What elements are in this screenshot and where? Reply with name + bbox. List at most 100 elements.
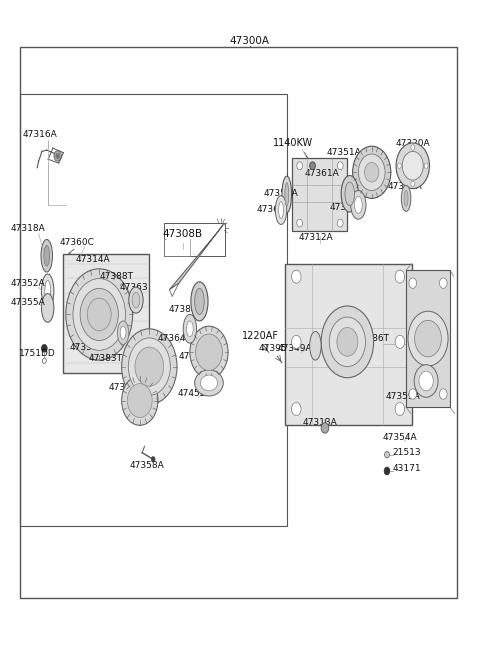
Circle shape bbox=[297, 219, 302, 227]
Text: 47313A: 47313A bbox=[303, 419, 337, 427]
Circle shape bbox=[440, 278, 447, 288]
Circle shape bbox=[128, 338, 170, 396]
Bar bbox=[63, 254, 149, 373]
Bar bbox=[21, 47, 457, 598]
Text: 47358A: 47358A bbox=[130, 460, 164, 470]
Text: 47360C: 47360C bbox=[60, 238, 94, 248]
Ellipse shape bbox=[355, 196, 362, 214]
Circle shape bbox=[56, 153, 60, 159]
Text: 47352A: 47352A bbox=[11, 280, 45, 288]
Circle shape bbox=[408, 311, 448, 366]
Circle shape bbox=[353, 146, 391, 198]
Circle shape bbox=[297, 162, 302, 170]
Circle shape bbox=[396, 143, 430, 189]
Circle shape bbox=[87, 298, 111, 331]
Bar bbox=[164, 223, 225, 255]
Circle shape bbox=[127, 384, 152, 417]
Circle shape bbox=[402, 151, 423, 180]
Circle shape bbox=[291, 270, 301, 283]
Circle shape bbox=[337, 162, 343, 170]
Text: 47386T: 47386T bbox=[356, 333, 390, 343]
Text: 47314A: 47314A bbox=[76, 255, 110, 264]
Text: 47351A: 47351A bbox=[327, 148, 361, 157]
Ellipse shape bbox=[132, 292, 140, 308]
Text: 47332: 47332 bbox=[109, 383, 137, 392]
Text: 1220AF: 1220AF bbox=[241, 331, 278, 341]
Ellipse shape bbox=[120, 326, 126, 339]
Text: 47395: 47395 bbox=[258, 344, 287, 353]
Circle shape bbox=[151, 457, 155, 462]
Ellipse shape bbox=[285, 183, 288, 206]
Circle shape bbox=[395, 403, 405, 415]
Circle shape bbox=[73, 278, 125, 350]
Circle shape bbox=[415, 320, 442, 357]
Circle shape bbox=[41, 345, 47, 352]
Circle shape bbox=[409, 278, 417, 288]
Ellipse shape bbox=[117, 321, 129, 345]
Text: 47350A: 47350A bbox=[70, 343, 105, 352]
Text: 1751DD: 1751DD bbox=[19, 349, 56, 358]
Ellipse shape bbox=[404, 191, 408, 206]
Circle shape bbox=[384, 451, 389, 458]
Ellipse shape bbox=[44, 246, 49, 266]
Ellipse shape bbox=[200, 375, 217, 391]
Circle shape bbox=[66, 269, 132, 360]
Text: 47320A: 47320A bbox=[396, 139, 430, 148]
Ellipse shape bbox=[345, 182, 355, 206]
Bar bbox=[291, 158, 348, 231]
Circle shape bbox=[395, 270, 405, 283]
Text: 47318A: 47318A bbox=[10, 224, 45, 233]
Ellipse shape bbox=[195, 288, 204, 314]
Text: 47363: 47363 bbox=[257, 205, 285, 214]
Text: 47355A: 47355A bbox=[10, 297, 45, 307]
Circle shape bbox=[384, 467, 390, 475]
Text: 47366: 47366 bbox=[179, 352, 207, 361]
Circle shape bbox=[359, 154, 385, 191]
Bar bbox=[21, 94, 287, 527]
Circle shape bbox=[414, 365, 438, 398]
Circle shape bbox=[419, 371, 433, 391]
Text: 47353A: 47353A bbox=[263, 189, 298, 198]
Circle shape bbox=[409, 389, 417, 400]
Ellipse shape bbox=[195, 370, 223, 396]
Ellipse shape bbox=[276, 196, 287, 225]
Circle shape bbox=[440, 389, 447, 400]
Ellipse shape bbox=[279, 202, 283, 219]
Ellipse shape bbox=[351, 191, 366, 219]
Ellipse shape bbox=[41, 293, 54, 322]
Ellipse shape bbox=[45, 280, 50, 301]
Text: 47363: 47363 bbox=[120, 283, 148, 291]
Circle shape bbox=[397, 163, 401, 168]
Ellipse shape bbox=[341, 176, 359, 212]
Circle shape bbox=[54, 151, 61, 161]
Text: 47316A: 47316A bbox=[22, 130, 57, 139]
Bar bbox=[285, 263, 412, 425]
Text: 47389A: 47389A bbox=[387, 182, 422, 191]
Text: 47364: 47364 bbox=[158, 333, 187, 343]
Text: 47308B: 47308B bbox=[163, 229, 203, 240]
Circle shape bbox=[411, 145, 415, 150]
Circle shape bbox=[321, 306, 373, 378]
Circle shape bbox=[121, 329, 177, 404]
Text: 47357A: 47357A bbox=[84, 307, 119, 316]
Circle shape bbox=[337, 328, 358, 356]
Circle shape bbox=[364, 162, 379, 182]
Text: 47312A: 47312A bbox=[298, 233, 333, 242]
Ellipse shape bbox=[41, 240, 52, 272]
Text: 1140KW: 1140KW bbox=[274, 138, 313, 148]
Polygon shape bbox=[169, 225, 223, 290]
Text: 47383T: 47383T bbox=[88, 354, 122, 363]
Text: 47354A: 47354A bbox=[383, 434, 417, 442]
Circle shape bbox=[337, 219, 343, 227]
Circle shape bbox=[310, 162, 315, 170]
Text: 43171: 43171 bbox=[393, 464, 421, 473]
Circle shape bbox=[291, 335, 301, 348]
Circle shape bbox=[190, 326, 228, 379]
Circle shape bbox=[196, 334, 222, 371]
Circle shape bbox=[80, 288, 118, 341]
Text: 47452: 47452 bbox=[177, 389, 205, 398]
Ellipse shape bbox=[401, 185, 411, 212]
Text: 47361A: 47361A bbox=[305, 169, 339, 178]
Text: 47388T: 47388T bbox=[100, 272, 134, 281]
Ellipse shape bbox=[187, 321, 193, 337]
